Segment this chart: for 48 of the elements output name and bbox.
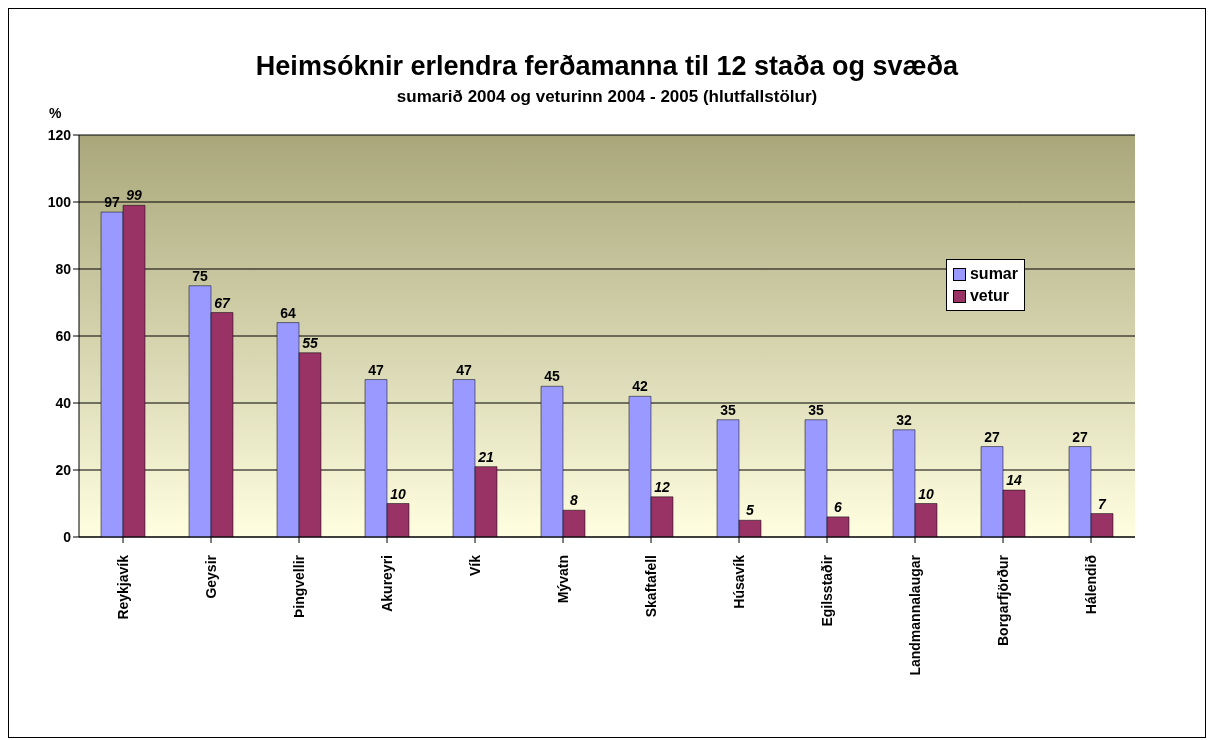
data-label: 47: [368, 361, 384, 378]
x-tick-label: Hálendið: [1083, 555, 1099, 615]
data-label: 42: [632, 378, 648, 395]
x-tick-label: Landmannalaugar: [907, 554, 923, 676]
y-tick-label: 0: [63, 528, 72, 545]
y-axis-title: %: [49, 105, 62, 121]
data-label: 32: [896, 411, 912, 428]
y-tick-label: 40: [55, 394, 72, 411]
x-tick-label: Akureyri: [379, 555, 395, 612]
legend-label: sumar: [969, 264, 1018, 284]
legend-label: vetur: [969, 286, 1010, 306]
data-label: 45: [544, 368, 560, 385]
x-tick-label: Reykjavík: [115, 554, 131, 620]
y-tick-label: 60: [55, 327, 72, 344]
data-label: 35: [720, 401, 736, 418]
data-label: 12: [654, 478, 670, 495]
data-label: 6: [834, 498, 843, 515]
data-label: 14: [1006, 472, 1022, 489]
y-tick-label: 80: [55, 260, 72, 277]
data-label: 67: [214, 294, 231, 311]
data-label: 5: [746, 502, 755, 519]
x-tick-label: Geysir: [203, 554, 219, 599]
y-tick-label: 120: [47, 126, 72, 143]
data-label: 8: [570, 492, 579, 509]
y-tick-label: 20: [55, 461, 72, 478]
data-label: 7: [1098, 495, 1108, 512]
x-tick-label: Egilsstaðir: [819, 554, 835, 627]
chart-title: Heimsóknir erlendra ferðamanna til 12 staða og svæða: [254, 51, 960, 82]
data-label: 75: [192, 267, 208, 284]
data-label: 99: [126, 187, 142, 204]
data-label: 55: [302, 334, 318, 351]
y-tick-label: 100: [47, 193, 72, 210]
data-label: 27: [984, 428, 1000, 445]
data-label: 35: [808, 401, 824, 418]
data-label: 47: [456, 361, 472, 378]
x-tick-label: Borgarfjörður: [995, 554, 1011, 646]
x-tick-label: Þingvellir: [291, 554, 307, 619]
data-label: 64: [280, 304, 296, 321]
x-tick-label: Húsavík: [731, 554, 747, 609]
data-label: 27: [1072, 428, 1088, 445]
chart-subtitle: sumarið 2004 og veturinn 2004 - 2005 (hlutfallstölur): [396, 87, 818, 106]
data-label: 10: [918, 485, 934, 502]
data-label: 97: [104, 194, 120, 211]
x-tick-label: Vík: [467, 554, 483, 577]
x-tick-label: Skaftafell: [643, 555, 659, 618]
data-label: 21: [477, 448, 494, 465]
x-tick-label: Mývatn: [555, 555, 571, 604]
data-label: 10: [390, 485, 406, 502]
